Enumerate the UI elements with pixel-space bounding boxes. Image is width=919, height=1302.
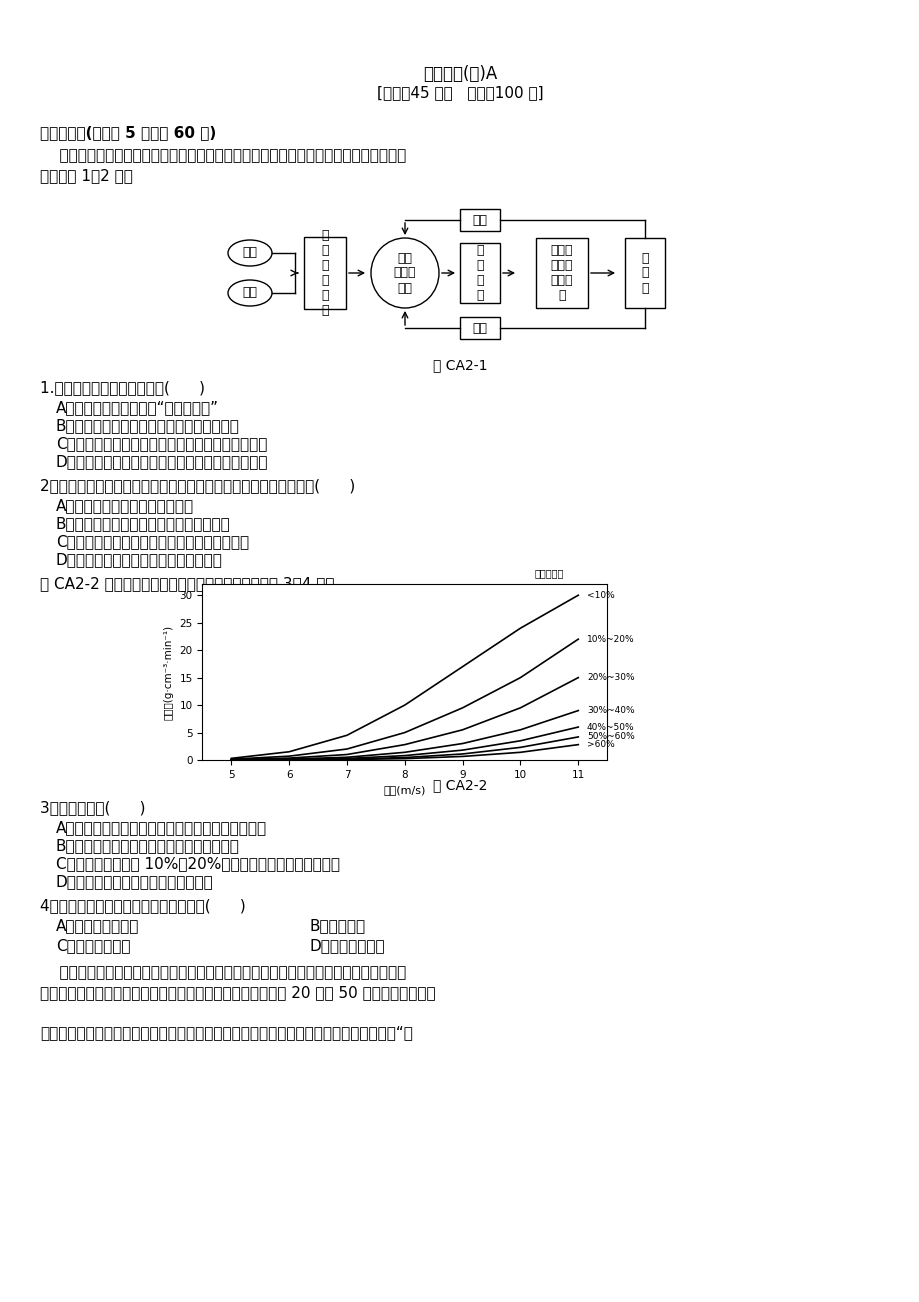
Text: 在经济发展中资源利用不合理，防护林网建设滞后。民勤县在 20 世纪 50 年代种植的沙枣林: 在经济发展中资源利用不合理，防护林网建设滞后。民勤县在 20 世纪 50 年代种… [40,986,436,1000]
Text: A．以山地、盆地为主，“三山夹两盆”: A．以山地、盆地为主，“三山夹两盆” [56,400,219,415]
Text: D．内蒙古高原跨半干旱、干旱区，横贯本地区东西: D．内蒙古高原跨半干旱、干旱区，横贯本地区东西 [56,454,268,469]
Text: A．合理利用水资源: A．合理利用水资源 [56,918,139,934]
Text: B．东部是高原，西部是高山与盆地相间分布: B．东部是高原，西部是高山与盆地相间分布 [56,418,240,434]
Text: <10%: <10% [586,591,614,600]
Text: D．输沙率与植被、风速的关系不明显: D．输沙率与植被、风速的关系不明显 [56,874,213,889]
Text: 抑制: 抑制 [472,322,487,335]
Text: 图 CA2-1: 图 CA2-1 [432,358,487,372]
Y-axis label: 输沙率(g·cm⁻³·min⁻¹): 输沙率(g·cm⁻³·min⁻¹) [164,625,174,720]
Text: 50%~60%: 50%~60% [586,733,634,741]
Text: 使脆弱
的生态
环境失
衡: 使脆弱 的生态 环境失 衡 [550,243,573,302]
FancyBboxPatch shape [460,210,499,230]
Ellipse shape [370,238,438,309]
Text: 我国西北内陆地区干旱的自然特征形成原因多样，干旱本身就包含荒漠化的潜在威胁。: 我国西北内陆地区干旱的自然特征形成原因多样，干旱本身就包含荒漠化的潜在威胁。 [40,148,406,163]
Text: 4．由图可知，防治荒漠化的有效措施是(      ): 4．由图可知，防治荒漠化的有效措施是( ) [40,898,245,913]
Text: 3．图中反映出(      ): 3．图中反映出( ) [40,799,145,815]
Text: 图 CA2-2: 图 CA2-2 [432,779,487,792]
FancyBboxPatch shape [460,243,499,303]
Text: C．贺兰山是最高大的山脉，呈南北走向且位于中部: C．贺兰山是最高大的山脉，呈南北走向且位于中部 [56,436,267,450]
FancyBboxPatch shape [303,237,346,309]
Text: C．大风日数多且集中，为风沙活动提供了条件: C．大风日数多且集中，为风沙活动提供了条件 [56,534,249,549]
Text: 温带
大陆性
气候: 温带 大陆性 气候 [393,251,415,294]
FancyBboxPatch shape [624,238,664,309]
Text: B．山地丘陵区裸露的地表有利于风沙活动: B．山地丘陵区裸露的地表有利于风沙活动 [56,516,231,531]
Ellipse shape [228,240,272,266]
Text: 加剧: 加剧 [472,214,487,227]
Text: 多雨: 多雨 [243,286,257,299]
Text: [时间：45 分钟   分值：100 分]: [时间：45 分钟 分值：100 分] [376,85,543,100]
Ellipse shape [228,280,272,306]
Text: C．设置沙障固沙: C．设置沙障固沙 [56,937,130,953]
Text: 单元测评(二)A: 单元测评(二)A [423,65,496,83]
FancyBboxPatch shape [536,238,587,309]
Text: 40%~50%: 40%~50% [586,723,634,732]
Text: C．在植被覆盖率为 10%～20%时，风速对输沙率的影响较小: C．在植被覆盖率为 10%～20%时，风速对输沙率的影响较小 [56,855,340,871]
Text: A．多雨年促进了土地荒漠化进程: A．多雨年促进了土地荒漠化进程 [56,497,194,513]
Text: 一、选择题(每小题 5 分，共 60 分): 一、选择题(每小题 5 分，共 60 分) [40,125,216,141]
Text: 30%~40%: 30%~40% [586,706,634,715]
Text: 至今已有近一半消失，风沙肆虐，土地荒漠化严重。为此，甘肃省委、省政府近年提出要“再: 至今已有近一半消失，风沙肆虐，土地荒漠化严重。为此，甘肃省委、省政府近年提出要“… [40,1025,413,1040]
Text: A．同一风速条件下，输沙率与植被覆盖率呈负相关: A．同一风速条件下，输沙率与植被覆盖率呈负相关 [56,820,267,835]
Text: 图 CA2-2 是植被、风速与输沙率的关系图。读图回答 3～4 题。: 图 CA2-2 是植被、风速与输沙率的关系图。读图回答 3～4 题。 [40,575,335,591]
Text: 1.西北内陆地区的地形特点是(      ): 1.西北内陆地区的地形特点是( ) [40,380,205,395]
Text: D．恢复天然植被: D．恢复天然植被 [310,937,385,953]
FancyBboxPatch shape [460,316,499,339]
Text: 据此完成 1～2 题。: 据此完成 1～2 题。 [40,168,132,184]
Text: 植被覆盖率: 植被覆盖率 [534,568,563,578]
Text: B．保护耕地: B．保护耕地 [310,918,366,934]
Text: 20%~30%: 20%~30% [586,673,634,682]
Text: D．气候因素对荒漠化的发展起决定作用: D．气候因素对荒漠化的发展起决定作用 [56,552,222,566]
Text: B．同一植被条件下，输沙率与风速呈负相关: B．同一植被条件下，输沙率与风速呈负相关 [56,838,240,853]
Text: 出
现
异
常: 出 现 异 常 [476,243,483,302]
Text: 荒
漠
化: 荒 漠 化 [641,251,648,294]
Text: 10%~20%: 10%~20% [586,634,634,643]
Text: 少雨: 少雨 [243,246,257,259]
Text: >60%: >60% [586,740,614,749]
Text: 2．下列关于西北内陆地区自然条件对荒漠化影响的叙述，正确的是(      ): 2．下列关于西北内陆地区自然条件对荒漠化影响的叙述，正确的是( ) [40,478,355,493]
Text: 降
水
的
变
率
大: 降 水 的 变 率 大 [321,229,328,316]
Text: 河西走廊属于甘肃省率先脱贫奔小康的地区之一，也是西部大开发的热点地区。该地区: 河西走廊属于甘肃省率先脱贫奔小康的地区之一，也是西部大开发的热点地区。该地区 [40,965,406,980]
X-axis label: 风速(m/s): 风速(m/s) [383,785,425,796]
